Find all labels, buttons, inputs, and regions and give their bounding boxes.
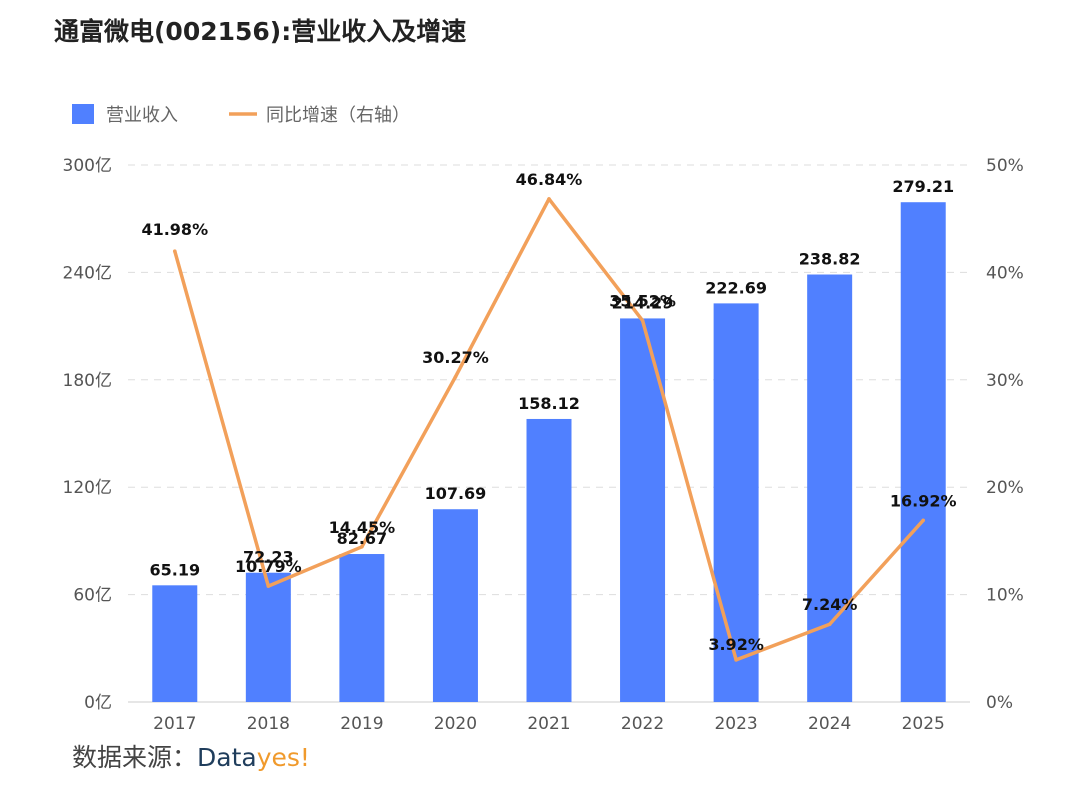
bar [339, 554, 385, 702]
bar-value-label: 65.19 [149, 560, 200, 579]
legend-bar-swatch [72, 104, 94, 124]
y-right-tick-label: 20% [986, 478, 1024, 498]
bar [807, 274, 853, 702]
bar [245, 572, 291, 702]
axes: 0亿 60亿 120亿 180亿 240亿 300亿 0% 10% 20% 30% 40% 50% 20… [63, 156, 1024, 734]
bar [432, 509, 478, 702]
y-left-tick-label: 300亿 [63, 156, 112, 176]
bar-series [152, 202, 946, 702]
y-left-tick-label: 60亿 [73, 586, 112, 606]
bar-value-label: 82.67 [337, 529, 388, 548]
line-value-label: 35.52% [609, 292, 676, 311]
bar-value-label: 222.69 [705, 278, 767, 297]
line-point [172, 249, 177, 253]
data-source: 数据来源：Datayes! [72, 738, 310, 774]
line-value-label: 7.24% [802, 595, 858, 614]
bar-value-label: 238.82 [799, 250, 861, 269]
y-left-tick-label: 180亿 [63, 371, 112, 391]
x-tick-label: 2017 [153, 714, 196, 734]
bar-value-label: 158.12 [518, 394, 580, 413]
source-label: 数据来源： [72, 743, 198, 772]
chart-title: 通富微电(002156):营业收入及增速 [54, 17, 467, 46]
source-brand-data: Data [197, 743, 257, 772]
y-left-tick-label: 240亿 [63, 263, 112, 283]
x-tick-label: 2018 [247, 714, 290, 734]
line-point [453, 375, 458, 379]
bar-value-label: 214.29 [612, 293, 674, 312]
y-right-tick-label: 50% [986, 156, 1024, 176]
line-point [734, 658, 738, 662]
x-tick-label: 2020 [434, 714, 477, 734]
y-right-tick-label: 0% [986, 693, 1013, 713]
x-tick-label: 2019 [340, 714, 383, 734]
x-tick-label: 2022 [621, 714, 664, 734]
line-series [172, 197, 926, 662]
bar-value-label: 107.69 [425, 484, 487, 503]
bar-value-label: 279.21 [892, 177, 954, 196]
x-tick-label: 2021 [527, 714, 570, 734]
line-point [360, 545, 364, 549]
y-right-tick-label: 30% [986, 371, 1024, 391]
bar [900, 202, 946, 702]
line-point [827, 622, 832, 627]
line-value-label: 10.79% [235, 557, 302, 576]
line-point [640, 318, 645, 323]
x-tick-label: 2025 [902, 714, 945, 734]
y-right-tick-label: 10% [986, 586, 1024, 606]
line-point [266, 584, 271, 588]
legend-line-label: 同比增速（右轴） [266, 105, 410, 126]
x-tick-label: 2023 [714, 714, 757, 734]
legend-bar-label: 营业收入 [106, 105, 178, 126]
bar [152, 585, 198, 702]
y-right-tick-label: 40% [986, 263, 1024, 283]
bar [526, 418, 572, 702]
bar [713, 303, 759, 702]
line-value-label: 30.27% [422, 348, 489, 367]
y-left-tick-label: 0亿 [84, 693, 112, 713]
legend: 营业收入 同比增速（右轴） [72, 104, 410, 126]
line-value-label: 41.98% [141, 220, 208, 239]
data-labels: 65.19 72.23 82.67 107.69 158.12 214.29 222.69 2… [141, 170, 956, 654]
bar [620, 318, 666, 702]
line-value-label: 14.45% [329, 518, 396, 537]
source-brand-yes: yes! [256, 743, 310, 772]
line-point [547, 197, 551, 201]
x-tick-label: 2024 [808, 714, 851, 734]
line-value-label: 46.84% [516, 170, 583, 189]
line-value-label: 3.92% [708, 635, 764, 654]
bar-value-label: 72.23 [243, 548, 294, 567]
line-value-label: 16.92% [890, 491, 957, 510]
line-point [921, 518, 926, 523]
y-left-tick-label: 120亿 [63, 478, 112, 498]
